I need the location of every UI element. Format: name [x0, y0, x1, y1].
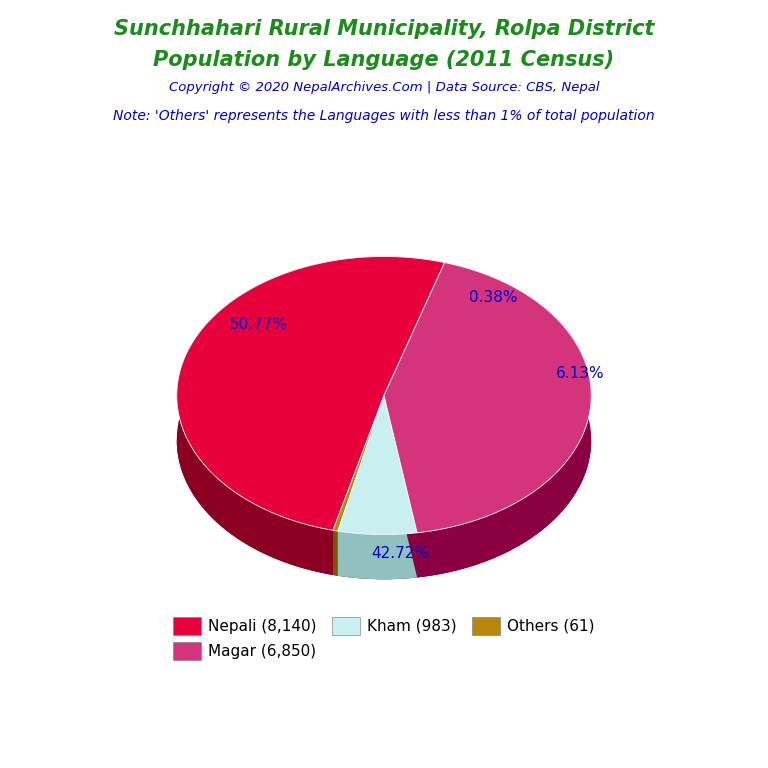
Polygon shape — [333, 396, 384, 575]
Text: 0.38%: 0.38% — [468, 290, 518, 305]
Polygon shape — [177, 257, 445, 530]
Text: 6.13%: 6.13% — [556, 366, 604, 381]
Polygon shape — [333, 396, 384, 575]
Text: Sunchhahari Rural Municipality, Rolpa District: Sunchhahari Rural Municipality, Rolpa Di… — [114, 19, 654, 39]
Polygon shape — [333, 530, 338, 576]
Polygon shape — [384, 263, 445, 440]
Polygon shape — [338, 396, 417, 535]
Polygon shape — [333, 396, 384, 531]
Polygon shape — [384, 396, 417, 578]
Polygon shape — [384, 263, 445, 440]
Text: 50.77%: 50.77% — [230, 317, 287, 332]
Polygon shape — [177, 440, 591, 579]
Polygon shape — [338, 531, 417, 579]
Text: Population by Language (2011 Census): Population by Language (2011 Census) — [154, 50, 614, 70]
Polygon shape — [417, 263, 591, 578]
Polygon shape — [338, 396, 384, 576]
Polygon shape — [177, 257, 445, 575]
Text: Copyright © 2020 NepalArchives.Com | Data Source: CBS, Nepal: Copyright © 2020 NepalArchives.Com | Dat… — [169, 81, 599, 94]
Polygon shape — [384, 396, 417, 578]
Text: 42.72%: 42.72% — [372, 546, 429, 561]
Polygon shape — [384, 263, 591, 533]
Text: Note: 'Others' represents the Languages with less than 1% of total population: Note: 'Others' represents the Languages … — [113, 109, 655, 123]
Legend: Nepali (8,140), Magar (6,850), Kham (983), Others (61): Nepali (8,140), Magar (6,850), Kham (983… — [167, 611, 601, 666]
Polygon shape — [338, 396, 384, 576]
